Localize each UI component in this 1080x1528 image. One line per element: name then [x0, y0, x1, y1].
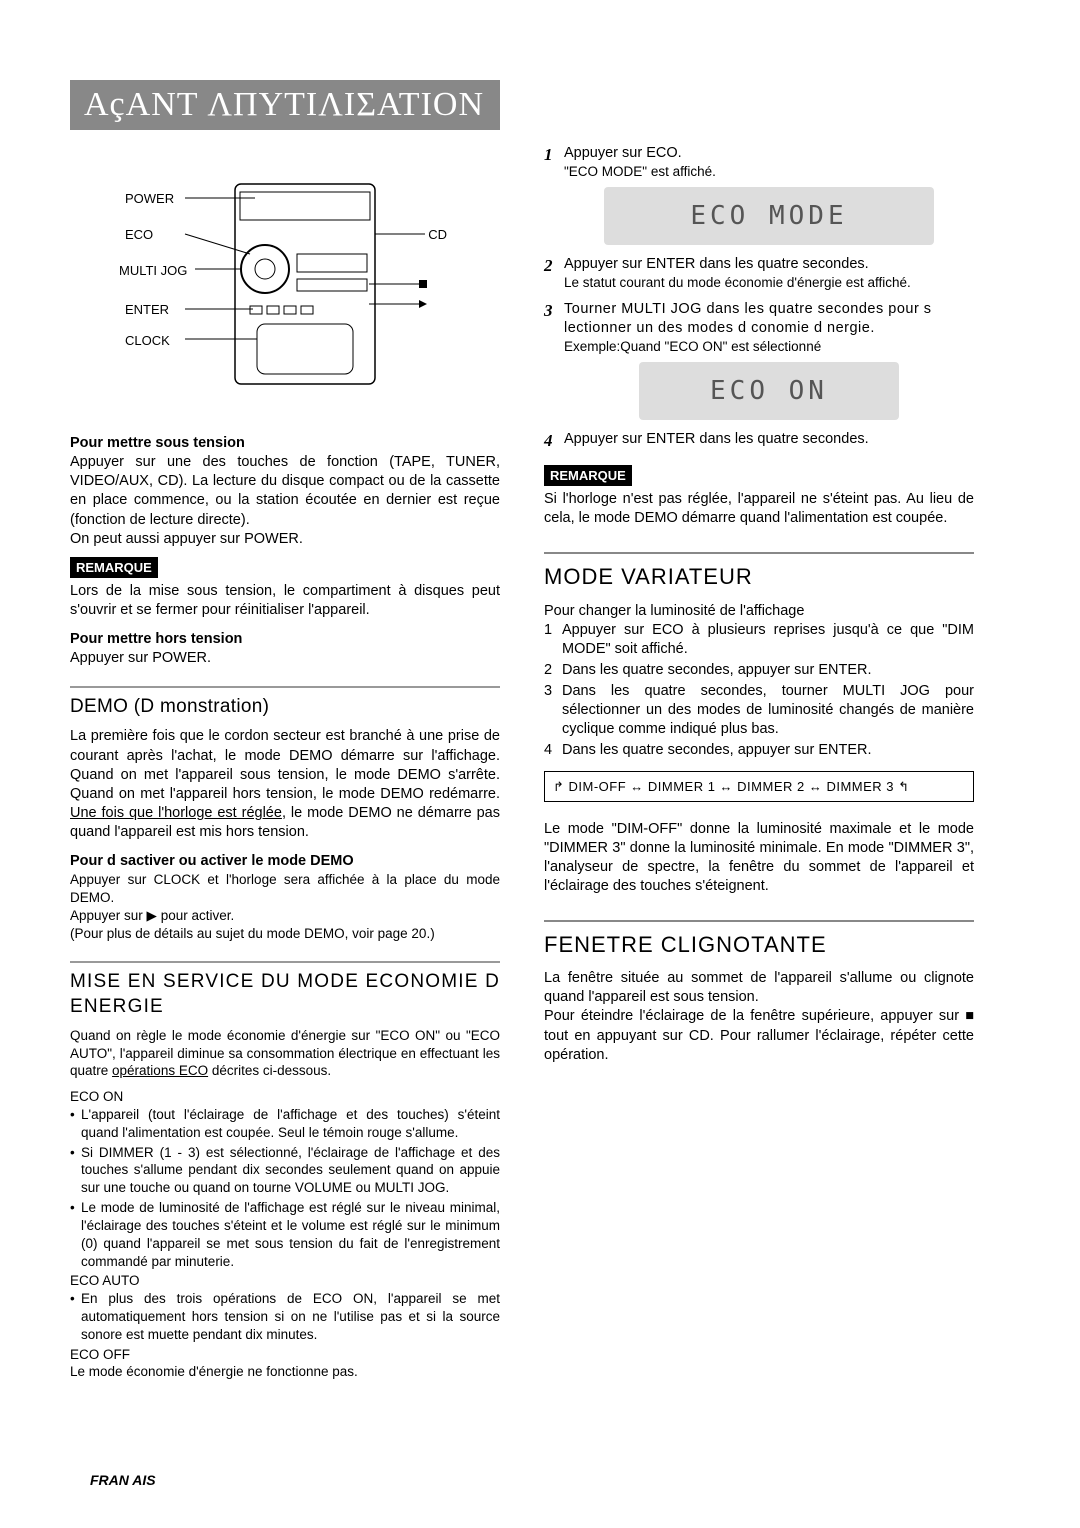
demo-p1a: La première fois que le cordon secteur e… — [70, 728, 500, 801]
var-s4: 4Dans les quatre secondes, appuyer sur E… — [544, 741, 974, 760]
step-1: 1 Appuyer sur ECO. "ECO MODE" est affich… — [544, 144, 974, 245]
power-on-text: Appuyer sur une des touches de fonction … — [70, 453, 500, 530]
demo-toggle-heading: Pour d sactiver ou activer le mode DEMO — [70, 852, 500, 871]
remarque2-text: Si l'horloge n'est pas réglée, l'apparei… — [544, 490, 974, 528]
label-enter: ENTER — [125, 301, 169, 318]
step-num: 2 — [544, 255, 553, 277]
demo-toggle-p3: (Pour plus de détails au sujet du mode D… — [70, 925, 500, 943]
step3-text: Tourner MULTI JOG dans les quatre second… — [564, 301, 932, 336]
step4-text: Appuyer sur ENTER dans les quatre second… — [564, 431, 869, 447]
step-num: 1 — [544, 144, 553, 166]
play-icon: ▶ — [147, 907, 157, 925]
step1-text: Appuyer sur ECO. — [564, 145, 682, 161]
eco-intro: Quand on règle le mode économie d'énergi… — [70, 1027, 500, 1080]
label-clock: CLOCK — [125, 332, 170, 349]
label-cd: CD — [428, 226, 447, 243]
demo-heading: DEMO (D monstration) — [70, 686, 500, 719]
win-p2b: tout en appuyant sur CD. Pour rallumer l… — [544, 1028, 974, 1063]
var-s3: 3Dans les quatre secondes, tourner MULTI… — [544, 682, 974, 739]
demo-toggle-p2: Appuyer sur ▶ pour activer. — [70, 907, 500, 925]
footer-language: FRAN AIS — [90, 1472, 156, 1488]
label-multijog: MULTI JOG — [119, 262, 187, 279]
power-on-heading: Pour mettre sous tension — [70, 434, 500, 453]
display-eco-on: ECO ON — [639, 362, 899, 420]
label-power: POWER — [125, 190, 174, 207]
step2-sub: Le statut courant du mode économie d'éne… — [564, 274, 974, 292]
remarque-badge: REMARQUE — [70, 557, 158, 578]
display-eco-mode: ECO MODE — [604, 187, 934, 245]
var-s1-text: Appuyer sur ECO à plusieurs reprises jus… — [562, 622, 974, 657]
eco-on-b1: L'appareil (tout l'éclairage de l'affich… — [70, 1106, 500, 1142]
eco-auto-b1: En plus des trois opérations de ECO ON, … — [70, 1290, 500, 1343]
step-num: 3 — [544, 300, 553, 322]
stop-icon: ■ — [965, 1008, 974, 1024]
left-column: POWER ECO MULTI JOG ENTER CLOCK CD Pour … — [70, 144, 500, 1381]
demo-p1-underline: Une fois que l'horloge est réglée — [70, 805, 282, 821]
eco-on-b2: Si DIMMER (1 - 3) est sélectionné, l'écl… — [70, 1144, 500, 1197]
eco-intro-b: décrites ci-dessous. — [208, 1063, 331, 1078]
power-on-text2: On peut aussi appuyer sur POWER. — [70, 530, 500, 549]
var-intro: Pour changer la luminosité de l'affichag… — [544, 602, 974, 621]
step-4: 4 Appuyer sur ENTER dans les quatre seco… — [544, 430, 974, 449]
demo-toggle-p2a: Appuyer sur — [70, 908, 147, 923]
variateur-heading: MODE VARIATEUR — [544, 552, 974, 591]
eco-off-h: ECO OFF — [70, 1346, 500, 1364]
win-p1: La fenêtre située au sommet de l'apparei… — [544, 969, 974, 1007]
eco-heading: MISE EN SERVICE DU MODE ECONOMIE D ENERG… — [70, 961, 500, 1019]
remarque1-text: Lors de la mise sous tension, le compart… — [70, 582, 500, 620]
var-s1: 1Appuyer sur ECO à plusieurs reprises ju… — [544, 621, 974, 659]
var-s4-text: Dans les quatre secondes, appuyer sur EN… — [562, 742, 871, 758]
step3-sub: Exemple:Quand "ECO ON" est sélectionné — [564, 338, 974, 356]
eco-auto-h: ECO AUTO — [70, 1272, 500, 1290]
power-off-text: Appuyer sur POWER. — [70, 649, 500, 668]
win-p2a: Pour éteindre l'éclairage de la fenêtre … — [544, 1008, 965, 1024]
eco-intro-u: opérations ECO — [112, 1063, 208, 1078]
var-s2-text: Dans les quatre secondes, appuyer sur EN… — [562, 662, 871, 678]
demo-toggle-p2b: pour activer. — [157, 908, 234, 923]
step2-text: Appuyer sur ENTER dans les quatre second… — [564, 256, 869, 272]
device-diagram: POWER ECO MULTI JOG ENTER CLOCK CD — [125, 174, 445, 404]
var-p2: Le mode "DIM-OFF" donne la luminosité ma… — [544, 820, 974, 897]
step-num: 4 — [544, 430, 553, 452]
eco-on-b3: Le mode de luminosité de l'affichage est… — [70, 1199, 500, 1270]
power-off-heading: Pour mettre hors tension — [70, 630, 500, 649]
demo-para: La première fois que le cordon secteur e… — [70, 727, 500, 842]
remarque-badge: REMARQUE — [544, 465, 632, 486]
step1-sub: "ECO MODE" est affiché. — [564, 163, 974, 181]
eco-on-h: ECO ON — [70, 1088, 500, 1106]
page-title: AçANT ΛΠYTIΛIΣATION — [70, 80, 500, 130]
fenetre-heading: FENETRE CLIGNOTANTE — [544, 920, 974, 959]
win-p2: Pour éteindre l'éclairage de la fenêtre … — [544, 1007, 974, 1064]
var-s2: 2Dans les quatre secondes, appuyer sur E… — [544, 661, 974, 680]
right-column: 1 Appuyer sur ECO. "ECO MODE" est affich… — [544, 144, 974, 1381]
step-3: 3 Tourner MULTI JOG dans les quatre seco… — [544, 300, 974, 420]
eco-off-p: Le mode économie d'énergie ne fonctionne… — [70, 1363, 500, 1381]
var-s3-text: Dans les quatre secondes, tourner MULTI … — [562, 683, 974, 737]
step-2: 2 Appuyer sur ENTER dans les quatre seco… — [544, 255, 974, 292]
demo-toggle-p1: Appuyer sur CLOCK et l'horloge sera affi… — [70, 871, 500, 907]
dimmer-sequence: ↱ DIM-OFF ↔ DIMMER 1 ↔ DIMMER 2 ↔ DIMMER… — [544, 771, 974, 802]
label-eco: ECO — [125, 226, 153, 243]
